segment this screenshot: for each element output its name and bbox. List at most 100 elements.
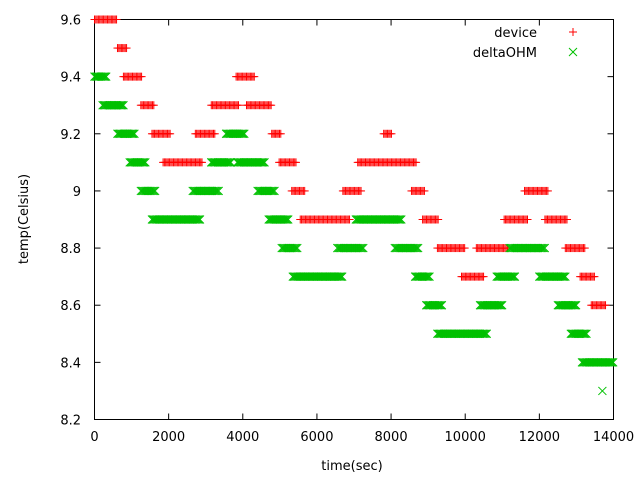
data-point-deltaOHM (394, 215, 404, 224)
data-point-deltaOHM (606, 358, 615, 367)
data-point-deltaOHM (422, 272, 432, 281)
data-point-deltaOHM (478, 329, 488, 339)
data-point-device (267, 101, 276, 110)
data-point-deltaOHM (289, 243, 298, 253)
data-point-deltaOHM (223, 158, 233, 167)
data-point-device (112, 15, 121, 24)
data-point-deltaOHM (226, 158, 236, 167)
data-point-device (479, 272, 488, 281)
data-point-device (523, 215, 532, 224)
y-tick-label: 9.2 (60, 128, 81, 143)
data-point-device (460, 244, 469, 253)
data-point-deltaOHM (239, 129, 249, 139)
data-point-deltaOHM (570, 300, 580, 310)
data-point-deltaOHM (509, 272, 518, 281)
data-point-deltaOHM (607, 358, 617, 367)
data-point-deltaOHM (129, 129, 139, 139)
data-point-deltaOHM (116, 100, 126, 110)
x-tick-label: 0 (90, 430, 98, 445)
data-point-deltaOHM (358, 243, 368, 253)
data-point-device (198, 158, 207, 167)
data-point-deltaOHM (409, 243, 419, 253)
data-point-deltaOHM (115, 100, 124, 110)
data-point-deltaOHM (194, 215, 204, 224)
data-point-device (420, 186, 429, 195)
data-point-deltaOHM (411, 243, 420, 253)
data-point-deltaOHM (507, 272, 517, 281)
x-tick-label: 10000 (445, 430, 486, 445)
data-point-deltaOHM (436, 300, 445, 310)
data-point-deltaOHM (266, 186, 275, 196)
y-tick-label: 9.6 (60, 14, 81, 29)
x-tick-label: 12000 (519, 430, 560, 445)
data-point-deltaOHM (138, 158, 148, 167)
legend-marker-glyph (569, 28, 577, 36)
data-point-deltaOHM (291, 243, 301, 253)
data-point-device (166, 129, 175, 138)
data-point-device (562, 215, 571, 224)
data-point-deltaOHM (421, 272, 430, 281)
data-point-deltaOHM (434, 300, 444, 310)
legend-marker-deltaohm (568, 47, 578, 57)
data-point-deltaOHM (437, 300, 447, 310)
series-device (90, 15, 610, 310)
data-point-deltaOHM (140, 158, 150, 167)
data-point-deltaOHM (222, 158, 232, 167)
legend: device deltaOHM (473, 26, 578, 61)
data-point-deltaOHM (425, 272, 434, 281)
data-point-deltaOHM (126, 129, 135, 139)
data-point-deltaOHM (281, 215, 290, 224)
legend-label-deltaohm: deltaOHM (473, 46, 537, 61)
data-point-device (234, 101, 243, 110)
data-point-deltaOHM (260, 158, 269, 167)
data-point-deltaOHM (569, 300, 578, 310)
data-point-device (590, 272, 599, 281)
data-point-deltaOHM (191, 215, 201, 224)
data-point-deltaOHM (337, 272, 347, 281)
data-point-device (357, 186, 366, 195)
axis-ticks (94, 19, 614, 420)
data-point-deltaOHM (557, 272, 566, 281)
data-point-deltaOHM (413, 243, 423, 253)
data-point-device (250, 72, 259, 81)
data-point-deltaOHM (582, 329, 591, 339)
data-point-deltaOHM (493, 300, 503, 310)
data-point-deltaOHM (97, 72, 107, 81)
data-point-deltaOHM (292, 243, 302, 253)
data-point-deltaOHM (536, 243, 546, 253)
legend-label-device: device (494, 26, 537, 41)
data-point-device (300, 186, 309, 195)
data-point-deltaOHM (214, 186, 224, 196)
data-point-deltaOHM (236, 129, 245, 139)
data-point-deltaOHM (335, 272, 344, 281)
data-point-device (137, 72, 146, 81)
data-point-device (291, 158, 300, 167)
x-tick-label: 8000 (375, 430, 408, 445)
plot-area (90, 15, 618, 420)
data-point-deltaOHM (495, 300, 504, 310)
data-point-deltaOHM (100, 72, 110, 81)
data-point-deltaOHM (412, 243, 422, 253)
data-point-device (387, 129, 396, 138)
data-point-deltaOHM (225, 158, 234, 167)
data-point-deltaOHM (237, 129, 247, 139)
y-tick-label: 9.4 (60, 71, 81, 86)
data-point-deltaOHM (258, 158, 268, 167)
data-point-device (601, 301, 610, 310)
data-point-device (345, 215, 354, 224)
y-axis-label: temp(Celsius) (17, 174, 32, 264)
data-point-deltaOHM (355, 243, 364, 253)
data-point-deltaOHM (283, 215, 293, 224)
data-point-deltaOHM (146, 186, 156, 196)
x-tick-labels: 0 2000 4000 6000 8000 10000 12000 14000 (90, 430, 634, 445)
x-tick-label: 4000 (226, 430, 259, 445)
data-point-deltaOHM (268, 186, 278, 196)
data-point-deltaOHM (567, 300, 577, 310)
data-point-deltaOHM (119, 100, 128, 110)
data-point-deltaOHM (195, 215, 205, 224)
data-point-deltaOHM (127, 129, 137, 139)
y-tick-label: 8.2 (60, 414, 81, 429)
y-tick-label: 9 (73, 185, 81, 200)
data-point-deltaOHM (578, 329, 587, 339)
